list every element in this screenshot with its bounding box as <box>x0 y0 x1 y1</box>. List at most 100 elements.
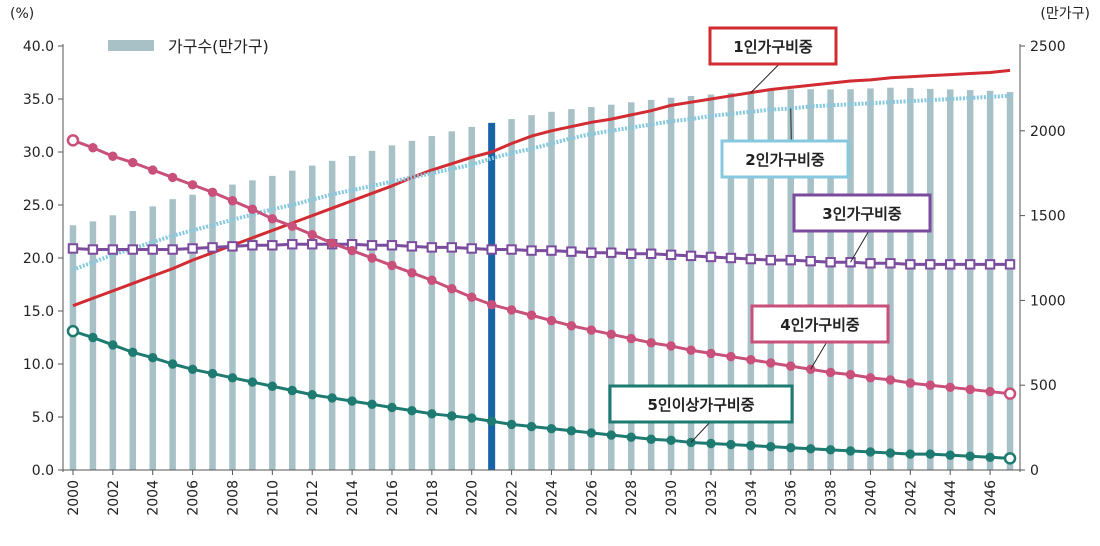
point-5-2011 <box>287 385 297 396</box>
point-5-2037 <box>805 444 816 454</box>
point-3-2045 <box>964 259 976 270</box>
point-3-2016 <box>386 240 398 251</box>
bar-2024 <box>548 111 555 471</box>
point-5-2041 <box>885 448 896 458</box>
bar-2043 <box>927 88 934 470</box>
point-3-2006 <box>187 243 198 254</box>
point-4-2033 <box>726 351 736 362</box>
point-4-2006 <box>187 180 198 190</box>
point-3-2020 <box>466 243 477 254</box>
point-5-2046 <box>985 452 995 462</box>
x-tick-label: 2002 <box>106 480 122 516</box>
point-4-2042 <box>905 378 916 388</box>
bar-2034 <box>747 91 755 470</box>
point-5-2000 <box>66 324 80 338</box>
label-box-1 <box>708 26 838 66</box>
point-3-2022 <box>506 244 517 255</box>
left-tick-label: 40.0 <box>23 39 54 55</box>
point-3-2000 <box>67 243 79 254</box>
bar-2009 <box>249 180 256 470</box>
x-tick-label: 2028 <box>624 480 640 516</box>
left-tick-label: 20.0 <box>23 251 54 267</box>
point-3-2044 <box>945 259 956 270</box>
point-3-2019 <box>446 242 457 253</box>
point-5-2008 <box>227 373 238 383</box>
x-tick-label: 2006 <box>186 480 202 516</box>
point-5-2044 <box>945 450 955 460</box>
point-5-2022 <box>506 419 517 430</box>
point-4-2000 <box>66 134 80 147</box>
point-4-2035 <box>766 358 776 368</box>
label-leader-2 <box>790 108 792 142</box>
legend-label: 가구수(만가구) <box>168 37 269 56</box>
point-4-2043 <box>925 380 935 390</box>
bar-2025 <box>568 109 575 470</box>
point-4-2018 <box>427 275 437 285</box>
bar-2003 <box>129 211 137 470</box>
point-4-2040 <box>865 373 876 383</box>
bar-2026 <box>588 107 595 470</box>
point-3-2008 <box>227 241 238 252</box>
legend-swatch <box>108 40 154 51</box>
point-3-2007 <box>207 242 218 253</box>
label-box-3 <box>792 193 932 233</box>
x-tick-label: 2044 <box>943 480 959 516</box>
left-tick-label: 15.0 <box>23 304 54 320</box>
bar-2010 <box>269 175 276 470</box>
highlight-group <box>488 123 496 470</box>
bar-2017 <box>408 140 416 470</box>
point-4-2039 <box>845 369 856 380</box>
point-5-2014 <box>347 396 357 406</box>
series-label-4: 4인가구비중 <box>780 316 860 334</box>
point-5-2019 <box>447 411 457 421</box>
point-4-2005 <box>167 172 178 183</box>
x-tick-label: 2024 <box>544 480 560 516</box>
point-3-2034 <box>745 253 757 265</box>
point-5-2030 <box>666 435 676 446</box>
right-tick-label: 1000 <box>1030 293 1066 309</box>
point-5-2001 <box>88 332 98 343</box>
label-leader-5 <box>690 421 711 443</box>
bar-2018 <box>428 136 436 470</box>
point-4-2016 <box>387 260 397 271</box>
point-5-2032 <box>706 438 716 449</box>
x-tick-label: 2034 <box>744 480 760 516</box>
point-5-2009 <box>247 377 258 387</box>
left-tick-label: 0.0 <box>32 463 54 479</box>
bar-2005 <box>169 199 176 470</box>
point-3-2043 <box>925 259 936 270</box>
point-3-2018 <box>426 242 438 253</box>
point-4-2008 <box>227 196 238 206</box>
point-5-2025 <box>566 426 577 436</box>
bar-2035 <box>767 90 775 470</box>
point-4-2007 <box>207 187 218 197</box>
series-label-3: 3인가구비중 <box>822 205 902 223</box>
axes-group: (%) (만가구) 0.0 5.0 10.0 15.0 20.0 25.0 30.0 35.0… <box>10 6 1090 516</box>
point-4-2027 <box>606 329 616 340</box>
bar-2004 <box>149 206 156 470</box>
point-3-2009 <box>247 240 258 251</box>
point-4-2012 <box>307 229 317 240</box>
point-5-2047 <box>1003 452 1017 465</box>
point-4-2011 <box>287 221 297 231</box>
point-4-2036 <box>786 361 796 371</box>
point-5-2023 <box>526 421 537 432</box>
point-5-2038 <box>825 445 836 455</box>
point-4-2003 <box>128 157 138 168</box>
bar-2028 <box>627 102 635 470</box>
point-3-2010 <box>267 240 278 251</box>
point-4-2031 <box>686 345 696 355</box>
point-3-2002 <box>107 244 119 255</box>
bar-2019 <box>448 131 456 470</box>
point-4-2020 <box>467 292 477 302</box>
point-5-2017 <box>407 405 417 416</box>
point-5-2042 <box>905 449 916 459</box>
bar-2008 <box>229 184 236 470</box>
bar-2015 <box>368 150 376 470</box>
point-5-2035 <box>766 441 776 452</box>
bar-2038 <box>827 89 834 471</box>
x-tick-label: 2046 <box>983 480 999 516</box>
point-3-2047 <box>1004 259 1016 270</box>
point-4-2041 <box>885 375 896 385</box>
